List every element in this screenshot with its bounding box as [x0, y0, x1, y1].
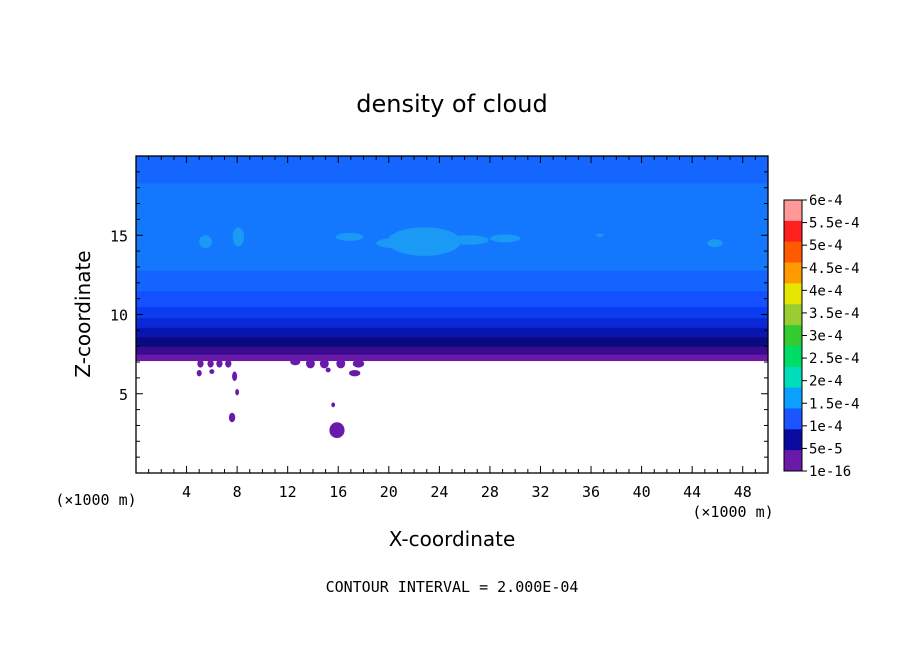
colorbar-label: 3.5e-4: [809, 306, 860, 322]
colorbar-label: 6e-4: [809, 193, 843, 209]
cloud-fringe-3: [225, 359, 232, 368]
colorbar-swatch-12: [784, 450, 802, 472]
colorbar-label: 1.5e-4: [809, 396, 860, 412]
colorbar-swatch-11: [784, 429, 802, 451]
contour-blob-1: [376, 238, 410, 248]
x-tick-label: 20: [380, 483, 398, 501]
colorbar-swatch-0: [784, 200, 802, 222]
colorbar-label: 2e-4: [809, 374, 843, 390]
cloud-fringe-5: [306, 358, 315, 369]
x-tick-label: 4: [182, 483, 191, 501]
contour-band-0: [136, 354, 768, 362]
cloud-fringe-6: [319, 358, 329, 369]
contour-blob-13: [232, 371, 238, 382]
colorbar-swatch-3: [784, 262, 802, 284]
chart-title: density of cloud: [356, 90, 547, 118]
colorbar-swatch-5: [784, 304, 802, 326]
contour-blob-7: [707, 239, 723, 248]
cloud-fringe-4: [290, 358, 301, 366]
cloud-fringe-1: [207, 359, 214, 368]
cloud-fringe-2: [216, 359, 223, 368]
colorbar-label: 1e-16: [809, 464, 851, 480]
contour-band-9: [136, 156, 768, 184]
contour-blob-3: [448, 235, 489, 245]
y-tick-label: 15: [110, 227, 128, 245]
colorbar-swatch-8: [784, 366, 802, 389]
colorbar-label: 3e-4: [809, 329, 843, 345]
contour-blob-14: [235, 388, 240, 396]
contour-blob-2: [335, 232, 364, 241]
contour-blob-8: [596, 233, 604, 237]
x-tick-label: 32: [531, 483, 549, 501]
x-tick-label: 28: [481, 483, 499, 501]
contour-blob-6: [199, 235, 212, 248]
x-tick-label: 8: [233, 483, 242, 501]
colorbar-swatch-1: [784, 220, 802, 243]
y-axis-label: Z-coordinate: [71, 250, 95, 377]
contour-band-4: [136, 317, 768, 328]
y-tick-label: 10: [110, 307, 128, 325]
y-tick-labels: 5 10 15: [110, 227, 128, 404]
contour-blob-9: [329, 422, 345, 439]
contour-blob-0: [387, 227, 461, 256]
colorbar-label: 5e-4: [809, 238, 843, 254]
x-tick-label: 40: [633, 483, 651, 501]
contour-blob-17: [325, 367, 331, 373]
x-unit-left: (×1000 m): [55, 491, 136, 509]
x-tick-label: 36: [582, 483, 600, 501]
contour-band-1: [136, 346, 768, 355]
colorbar-swatch-9: [784, 387, 802, 409]
contour-band-8: [136, 182, 768, 271]
contour-band-3: [136, 327, 768, 338]
contour-band-5: [136, 306, 768, 319]
x-tick-label: 48: [734, 483, 752, 501]
contour-band-2: [136, 336, 768, 347]
contour-interval: CONTOUR INTERVAL = 2.000E-04: [326, 578, 579, 596]
contour-band-6: [136, 290, 768, 308]
colorbar-label: 4.5e-4: [809, 261, 860, 277]
contour-blob-16: [331, 402, 336, 408]
contour-blob-10: [228, 412, 236, 423]
colorbar: 6e-4 5.5e-4 5e-4 4.5e-4 4e-4 3.5e-4 3e-4 2.5e-4…: [783, 193, 860, 480]
colorbar-label: 5.5e-4: [809, 216, 860, 232]
colorbar-swatch-7: [784, 345, 802, 368]
colorbar-swatch-4: [784, 283, 802, 305]
contour-band-7: [136, 270, 768, 292]
x-tick-label: 44: [683, 483, 701, 501]
colorbar-label: 5e-5: [809, 441, 843, 457]
x-axis-label: X-coordinate: [389, 527, 516, 551]
x-tick-label: 24: [430, 483, 448, 501]
contour-blob-15: [348, 369, 361, 377]
axis-ticks: [136, 156, 768, 473]
x-unit-right: (×1000 m): [692, 503, 773, 521]
cloud-fringe-8: [352, 359, 365, 368]
x-tick-label: 12: [279, 483, 297, 501]
x-tick-label: 16: [329, 483, 347, 501]
cloud-fringe-7: [336, 358, 346, 369]
contour-blob-4: [489, 234, 521, 243]
contour-blob-11: [196, 369, 202, 377]
plot-area: [135, 155, 769, 474]
contour-blob-5: [232, 227, 245, 247]
y-tick-label: 5: [119, 386, 128, 404]
contour-blob-12: [209, 369, 215, 374]
x-tick-labels: 4 8 12 16 20 24 28 32 36 40 44 48: [182, 483, 752, 501]
colorbar-swatch-10: [784, 408, 802, 430]
contour-fill: [136, 156, 768, 473]
colorbar-swatch-6: [784, 325, 802, 347]
colorbar-swatch-2: [784, 241, 802, 263]
colorbar-label: 4e-4: [809, 283, 843, 299]
cloud-fringe-0: [197, 359, 204, 368]
colorbar-label: 1e-4: [809, 419, 843, 435]
colorbar-label: 2.5e-4: [809, 351, 860, 367]
